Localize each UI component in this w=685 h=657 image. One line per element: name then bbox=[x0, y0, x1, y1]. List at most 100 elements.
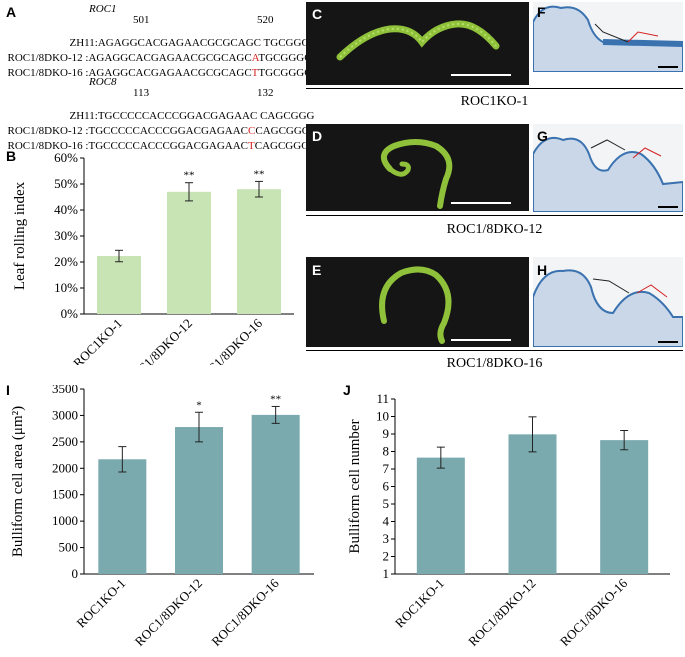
y-tick-label: 40% bbox=[54, 202, 78, 217]
panel-label-c: C bbox=[312, 6, 323, 22]
sequence-label: ZH11: bbox=[69, 110, 98, 122]
cell-tissue-image bbox=[533, 269, 683, 347]
y-axis-label: Leaf rolling index bbox=[12, 181, 28, 290]
significance-mark: ** bbox=[184, 170, 195, 182]
y-tick-label: 1000 bbox=[52, 513, 78, 528]
x-tick-label: ROC1/8DKO-16 bbox=[557, 575, 631, 649]
gene-name-roc8: ROC8 bbox=[89, 76, 117, 88]
y-tick-label: 3500 bbox=[52, 385, 78, 396]
y-tick-label: 3000 bbox=[52, 407, 78, 422]
scale-bar bbox=[658, 66, 678, 68]
x-tick-label: ROC1KO-1 bbox=[73, 576, 128, 631]
sequence-row-roc1-zh11: ZH11:AGAGGCACGAGAACGCGCAGC TGCGGGC bbox=[64, 25, 317, 49]
position-end-roc1: 520 bbox=[257, 14, 274, 26]
y-tick-label: 50% bbox=[54, 176, 78, 191]
x-tick-label: ROC1/8DKO-12 bbox=[122, 316, 195, 365]
leaf-curl-image bbox=[336, 20, 511, 76]
bar bbox=[251, 414, 300, 574]
panel-label-e: E bbox=[312, 262, 322, 278]
y-tick-label: 1 bbox=[383, 566, 390, 581]
leaf-cross-section-photo-roc18dko12 bbox=[306, 124, 529, 211]
y-tick-label: 8 bbox=[383, 444, 390, 459]
sequence-pre: TGCCCCCACCCGGACGAGAAC bbox=[88, 140, 249, 152]
position-start-roc1: 501 bbox=[133, 14, 150, 26]
sequence-label: ROC1/8DKO-16 : bbox=[7, 67, 89, 79]
y-tick-label: 5 bbox=[383, 496, 390, 511]
y-tick-label: 7 bbox=[383, 461, 390, 476]
sequence-row-roc8-zh11: ZH11:TGCCCCCACCCGGACGAGAAC CAGCGGG bbox=[64, 98, 315, 122]
y-tick-label: 2000 bbox=[52, 460, 78, 475]
divider-row1 bbox=[306, 88, 683, 89]
x-tick-label: ROC1/8DKO-16 bbox=[192, 315, 266, 365]
bar bbox=[600, 440, 649, 574]
sequence-label: ROC1/8DKO-12 : bbox=[7, 125, 89, 137]
y-tick-label: 1500 bbox=[52, 487, 78, 502]
cell-tissue-image bbox=[533, 5, 683, 72]
sequence-mutation: C bbox=[248, 125, 256, 137]
bulliform-micrograph-roc18dko12 bbox=[533, 124, 683, 212]
y-tick-label: 6 bbox=[383, 479, 390, 494]
scale-bar bbox=[451, 202, 511, 204]
leaf-cross-section-photo-roc1ko1 bbox=[306, 2, 529, 85]
y-tick-label: 10 bbox=[376, 409, 389, 424]
scale-bar bbox=[451, 339, 511, 341]
cell-tissue-image bbox=[533, 136, 683, 212]
bulliform-micrograph-roc1ko1 bbox=[533, 2, 683, 72]
caption-roc18dko12: ROC1/8DKO-12 bbox=[446, 222, 543, 237]
sequence-post: CAGCGGG bbox=[257, 110, 315, 122]
position-end-roc8: 132 bbox=[257, 87, 274, 99]
y-tick-label: 2 bbox=[383, 549, 390, 564]
bar bbox=[508, 434, 557, 574]
sequence-mutation: A bbox=[251, 52, 259, 64]
sequence-pre: AGAGGCACGAGAACGCGCAGC bbox=[88, 67, 252, 79]
caption-roc18dko16: ROC1/8DKO-16 bbox=[446, 356, 543, 371]
sequence-post: CAGCGGG bbox=[255, 125, 310, 137]
sequence-pre: TGCCCCCACCCGGACGAGAAC bbox=[97, 110, 258, 122]
sequence-row-roc1-dko12: ROC1/8DKO-12 :AGAGGCACGAGAACGCGCAGCATGCG… bbox=[2, 40, 312, 64]
y-tick-label: 20% bbox=[54, 254, 78, 269]
sequence-row-roc8-dko16: ROC1/8DKO-16 :TGCCCCCACCCGGACGAGAACTCAGC… bbox=[2, 128, 310, 152]
sequence-row-roc8-dko12: ROC1/8DKO-12 :TGCCCCCACCCGGACGAGAACCCAGC… bbox=[2, 113, 310, 137]
scale-bar bbox=[658, 206, 678, 208]
divider-row2 bbox=[306, 215, 683, 216]
y-tick-label: 10% bbox=[54, 280, 78, 295]
panel-label-b: B bbox=[6, 148, 17, 164]
sequence-post: TGCGGGC bbox=[261, 37, 317, 49]
sequence-post: TGCGGGC bbox=[258, 52, 312, 64]
bar bbox=[237, 189, 281, 314]
y-tick-label: 11 bbox=[376, 391, 389, 406]
scale-bar bbox=[658, 341, 678, 343]
leaf-cross-section-photo-roc18dko16 bbox=[306, 257, 529, 347]
bar bbox=[175, 427, 223, 574]
y-axis-label: Bulliform cell area (μm²) bbox=[10, 406, 26, 557]
x-tick-label: ROC1KO-1 bbox=[392, 576, 447, 631]
panel-label-j: J bbox=[343, 382, 351, 398]
panel-label-f: F bbox=[537, 4, 546, 20]
caption-roc1ko1: ROC1KO-1 bbox=[460, 94, 529, 109]
leaf-rolling-index-chart: 0% 10% 20% 30% 40% 50% 60% Leaf rolling index RO… bbox=[12, 150, 294, 365]
bulliform-cell-area-chart: 0 500 1000 1500 2000 2500 3000 3500 Bulliform ce… bbox=[10, 385, 314, 649]
panel-label-d: D bbox=[312, 128, 323, 144]
sequence-pre: TGCCCCCACCCGGACGAGAAC bbox=[88, 125, 249, 137]
x-tick-label: ROC1/8DKO-12 bbox=[132, 576, 205, 649]
sequence-pre: AGAGGCACGAGAACGCGCAGC bbox=[97, 37, 261, 49]
divider-row3 bbox=[306, 350, 683, 351]
y-tick-label: 9 bbox=[383, 426, 390, 441]
significance-mark: ** bbox=[270, 393, 281, 405]
sequence-mutation: T bbox=[248, 140, 255, 152]
x-tick-label: ROC1/8DKO-12 bbox=[465, 576, 538, 649]
sequence-post: CAGCGGG bbox=[254, 140, 310, 152]
sequence-post: TGCGGGC bbox=[258, 67, 312, 79]
sequence-pre: AGAGGCACGAGAACGCGCAGC bbox=[88, 52, 252, 64]
significance-mark: * bbox=[196, 399, 202, 411]
leaf-curl-image bbox=[379, 266, 511, 344]
position-start-roc8: 113 bbox=[133, 87, 150, 99]
y-tick-label: 4 bbox=[383, 514, 390, 529]
y-tick-label: 30% bbox=[54, 228, 78, 243]
leaf-curl-image bbox=[381, 139, 511, 209]
panel-label-a: A bbox=[6, 4, 17, 20]
bar bbox=[416, 457, 465, 574]
sequence-row-roc1-dko16: ROC1/8DKO-16 :AGAGGCACGAGAACGCGCAGCTTGCG… bbox=[2, 55, 312, 79]
sequence-label: ROC1/8DKO-12 : bbox=[7, 52, 89, 64]
y-axis-label: Bulliform cell number bbox=[347, 419, 363, 553]
